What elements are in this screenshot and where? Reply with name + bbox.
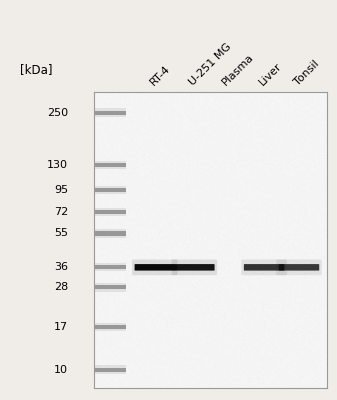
Text: 72: 72 <box>54 207 68 217</box>
Bar <box>90 108 126 117</box>
Text: Liver: Liver <box>257 61 283 88</box>
Bar <box>90 366 126 374</box>
Bar <box>90 229 126 238</box>
Bar <box>90 263 126 272</box>
Bar <box>90 161 126 169</box>
FancyBboxPatch shape <box>276 260 322 275</box>
Text: 10: 10 <box>54 365 68 375</box>
Text: Plasma: Plasma <box>220 52 255 88</box>
Bar <box>91 232 126 236</box>
FancyBboxPatch shape <box>134 264 175 270</box>
Bar <box>90 208 126 216</box>
Text: RT-4: RT-4 <box>148 64 172 88</box>
Text: 17: 17 <box>54 322 68 332</box>
Bar <box>172 265 177 270</box>
Bar <box>91 163 126 167</box>
Bar <box>91 265 126 270</box>
Text: 250: 250 <box>47 108 68 118</box>
Bar <box>90 186 126 194</box>
Bar <box>91 188 126 192</box>
FancyBboxPatch shape <box>172 260 217 275</box>
Bar <box>91 368 126 372</box>
Text: 95: 95 <box>54 185 68 195</box>
FancyBboxPatch shape <box>174 264 215 270</box>
Text: [kDa]: [kDa] <box>20 63 52 76</box>
FancyBboxPatch shape <box>241 260 287 275</box>
Bar <box>91 325 126 329</box>
Text: 55: 55 <box>54 228 68 238</box>
Text: Tonsil: Tonsil <box>292 59 321 88</box>
FancyBboxPatch shape <box>244 264 284 270</box>
Bar <box>90 283 126 292</box>
FancyBboxPatch shape <box>132 260 178 275</box>
Text: 130: 130 <box>47 160 68 170</box>
Bar <box>90 323 126 331</box>
Text: 28: 28 <box>54 282 68 292</box>
Text: 36: 36 <box>54 262 68 272</box>
FancyBboxPatch shape <box>279 264 319 270</box>
Bar <box>91 285 126 290</box>
Text: U-251 MG: U-251 MG <box>187 42 233 88</box>
Bar <box>91 110 126 115</box>
Bar <box>91 210 126 214</box>
